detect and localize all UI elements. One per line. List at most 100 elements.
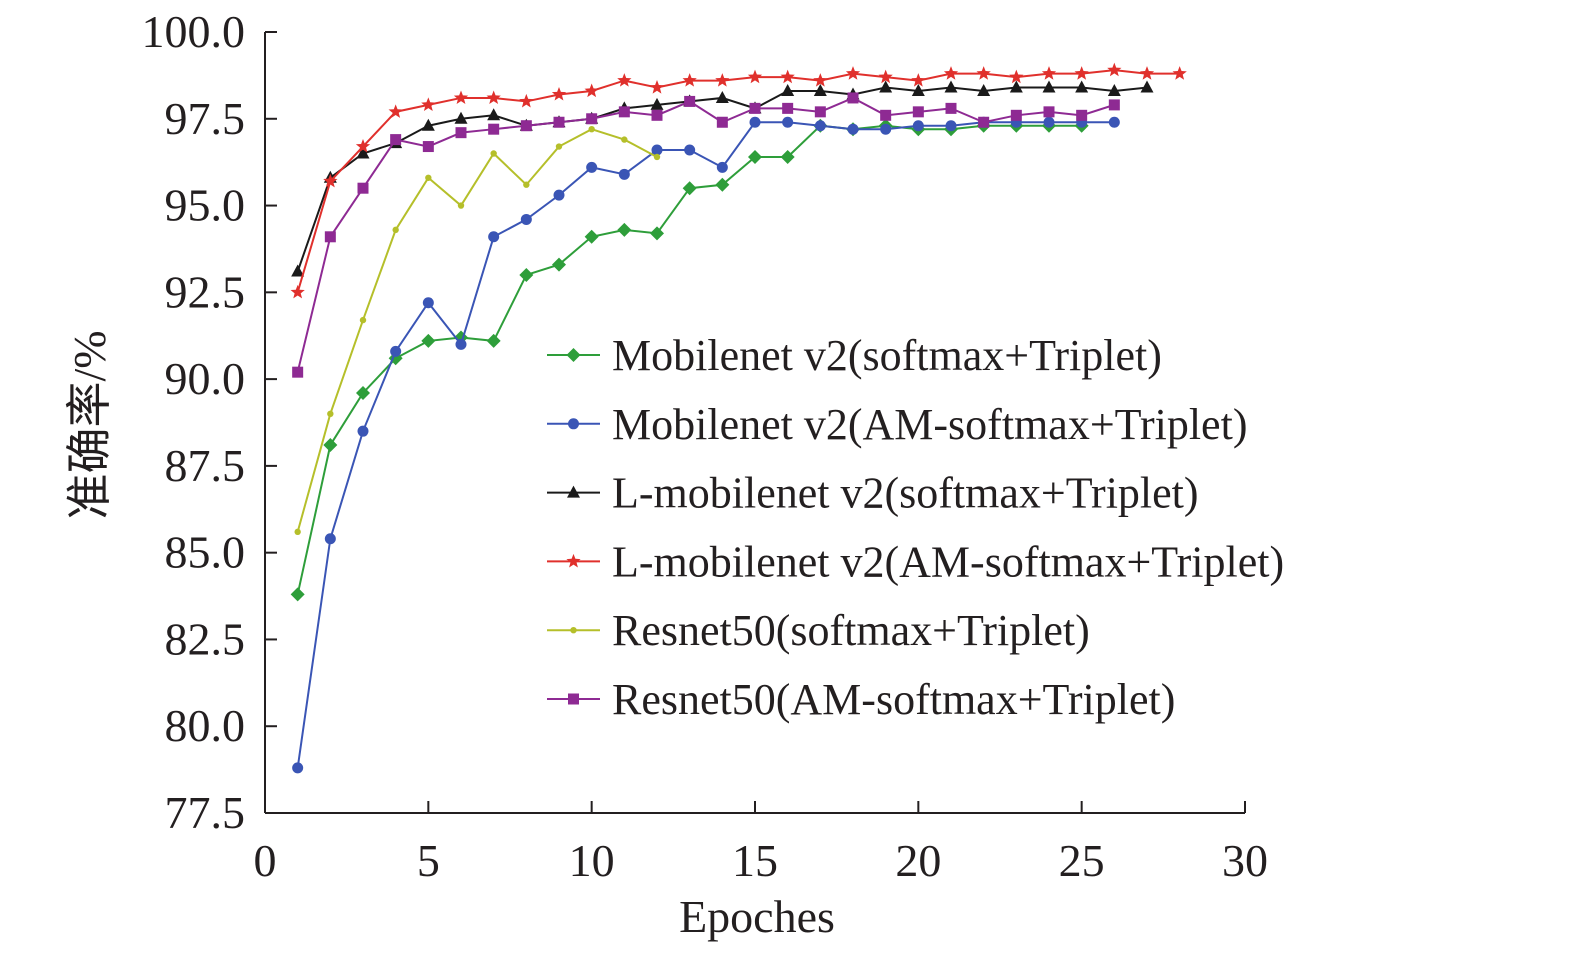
- data-point: [1009, 80, 1023, 93]
- series-4: [290, 62, 1187, 299]
- data-point: [455, 338, 467, 350]
- legend-marker: [568, 418, 579, 430]
- x-tick-label: 0: [254, 835, 277, 886]
- data-point: [390, 345, 402, 357]
- y-tick-label: 97.5: [165, 93, 246, 144]
- data-point: [1107, 62, 1122, 77]
- data-point: [490, 150, 497, 157]
- legend-label: Resnet50(AM-softmax+Triplet): [612, 675, 1175, 724]
- data-point: [978, 116, 990, 128]
- data-point: [911, 73, 926, 87]
- data-point: [845, 66, 861, 80]
- data-point: [323, 173, 338, 188]
- data-point: [1041, 66, 1057, 80]
- series-5: [294, 125, 661, 536]
- data-point: [650, 226, 664, 241]
- data-point: [880, 109, 892, 121]
- data-point: [782, 116, 794, 128]
- data-point: [290, 284, 305, 299]
- data-point: [422, 141, 434, 153]
- data-point: [618, 106, 630, 118]
- data-point: [1076, 109, 1088, 121]
- series-6: [292, 92, 1120, 378]
- data-point: [292, 762, 304, 774]
- data-point: [457, 202, 465, 209]
- y-tick-label: 92.5: [165, 266, 246, 317]
- data-point: [1043, 106, 1055, 118]
- data-point: [782, 102, 794, 114]
- data-point: [780, 69, 795, 84]
- data-point: [323, 438, 338, 453]
- x-axis-title: Epoches: [679, 891, 835, 942]
- legend-entry: Resnet50(AM-softmax+Triplet): [547, 675, 1175, 724]
- x-tick-label: 15: [732, 835, 778, 886]
- data-point: [486, 90, 501, 105]
- legend-marker: [568, 693, 579, 705]
- data-point: [324, 533, 336, 545]
- x-tick-label: 10: [569, 835, 615, 886]
- data-point: [1074, 66, 1089, 80]
- data-point: [551, 86, 567, 101]
- data-point: [814, 106, 826, 118]
- data-point: [649, 80, 665, 94]
- data-point: [715, 177, 730, 192]
- data-point: [421, 118, 435, 131]
- data-point: [1107, 84, 1121, 97]
- data-point: [294, 528, 301, 536]
- y-tick-label: 87.5: [165, 440, 246, 491]
- y-tick-label: 90.0: [165, 353, 246, 404]
- data-point: [390, 134, 402, 146]
- legend-marker: [570, 627, 577, 634]
- y-tick-label: 85.0: [165, 527, 246, 578]
- data-point: [879, 80, 893, 93]
- data-point: [847, 123, 859, 135]
- legend-marker: [567, 485, 580, 498]
- data-point: [584, 83, 599, 98]
- data-point: [555, 143, 563, 150]
- data-point: [553, 116, 565, 128]
- data-point: [912, 106, 924, 118]
- data-point: [911, 84, 925, 97]
- data-point: [747, 69, 763, 84]
- data-point: [453, 90, 469, 105]
- data-point: [1140, 80, 1154, 93]
- data-point: [357, 425, 369, 437]
- data-point: [617, 73, 632, 87]
- data-point: [945, 120, 957, 132]
- data-point: [586, 113, 598, 125]
- legend-label: Mobilenet v2(AM-softmax+Triplet): [612, 400, 1247, 449]
- x-tick-label: 5: [417, 835, 440, 886]
- data-point: [684, 95, 696, 107]
- data-point: [1172, 66, 1187, 80]
- data-point: [653, 153, 661, 161]
- data-point: [588, 125, 595, 133]
- data-point: [519, 267, 534, 282]
- legend-entry: Resnet50(softmax+Triplet): [547, 606, 1090, 655]
- data-point: [324, 231, 336, 243]
- series-group: [290, 62, 1187, 774]
- data-point: [523, 181, 530, 188]
- data-point: [944, 80, 958, 93]
- data-point: [651, 109, 663, 121]
- data-point: [749, 102, 761, 114]
- data-point: [621, 136, 628, 143]
- y-tick-label: 77.5: [165, 787, 246, 838]
- data-point: [291, 264, 305, 277]
- data-point: [519, 93, 534, 108]
- data-point: [487, 108, 501, 121]
- data-point: [682, 181, 697, 196]
- data-point: [488, 231, 500, 243]
- data-point: [1042, 80, 1056, 93]
- data-point: [813, 73, 828, 87]
- data-point: [392, 226, 399, 234]
- data-point: [454, 111, 468, 124]
- data-point: [359, 316, 367, 324]
- data-point: [781, 84, 795, 97]
- data-point: [356, 385, 370, 400]
- data-point: [684, 144, 696, 156]
- data-point: [356, 146, 370, 159]
- data-point: [327, 410, 334, 418]
- y-tick-labels: 77.5 80.0 82.5 85.0 87.5 90.0 92.5 95.0 97.5 100.…: [142, 6, 246, 838]
- legend-marker: [566, 348, 581, 362]
